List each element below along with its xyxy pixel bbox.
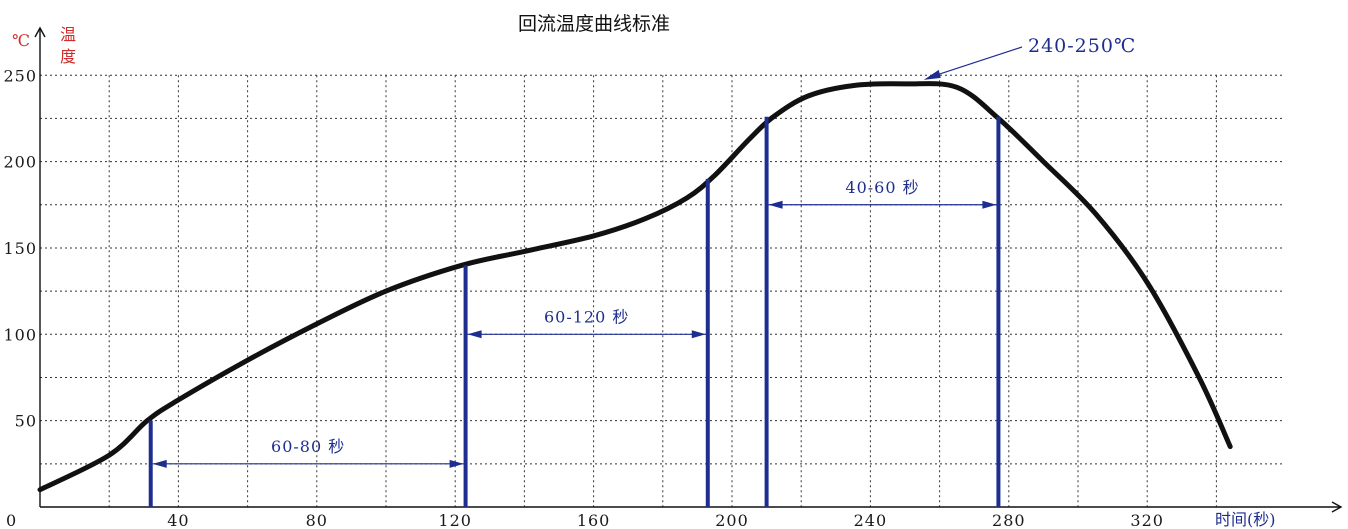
peak-leader-line [933,46,1023,77]
dimension-label: 40-60 秒 [845,178,919,197]
x-tick-label: 160 [577,511,611,529]
temperature-curve [37,81,1233,493]
peak-label: 240-250℃ [1028,35,1136,57]
y-axis-unit: ℃ [12,31,30,50]
y-tick-label: 250 [3,66,37,85]
markers-group [148,116,1001,507]
dimension-arrow-left [467,330,482,339]
dimension-arrow-left [152,459,167,468]
x-tick-label: 80 [306,511,328,529]
y-tick-label: 150 [3,239,37,258]
dimensions-group: 60-80 秒 60-120 秒 40-60 秒 [152,178,997,468]
x-tick-label: 120 [438,511,472,529]
tick-labels: 0 40 80 120 160 200 240 280 320 50 100 150 200 250 [3,66,1164,529]
peak-annotation-group: 240-250℃ [923,35,1136,80]
peak-leader-arrow [923,69,941,80]
x-tick-label: 280 [992,511,1026,529]
y-tick-label: 50 [15,412,37,431]
chart-title: 回流温度曲线标准 [518,13,670,35]
y-axis-label-char-1: 温 [60,25,76,44]
dimension-label: 60-80 秒 [271,437,345,456]
dimension-arrow-right [691,330,706,339]
x-tick-label: 240 [854,511,888,529]
dimension-arrow-right [449,459,464,468]
dimension-label: 60-120 秒 [544,307,629,326]
y-axis-label-char-2: 度 [60,47,76,66]
y-axis-arrow [34,26,46,38]
x-tick-label: 40 [167,511,189,529]
grid [40,74,1283,507]
dimension-arrow-left [768,200,783,209]
dimension-arrow-right [982,200,997,209]
curve-group [37,81,1233,493]
x-tick-label: 0 [6,511,17,529]
x-tick-label: 200 [715,511,749,529]
x-axis-label: 时间(秒) [1215,510,1276,529]
axes [34,26,1343,513]
x-axis-arrow [1331,501,1343,513]
y-tick-label: 100 [3,325,37,344]
y-tick-label: 200 [3,153,37,172]
x-tick-label: 320 [1130,511,1164,529]
